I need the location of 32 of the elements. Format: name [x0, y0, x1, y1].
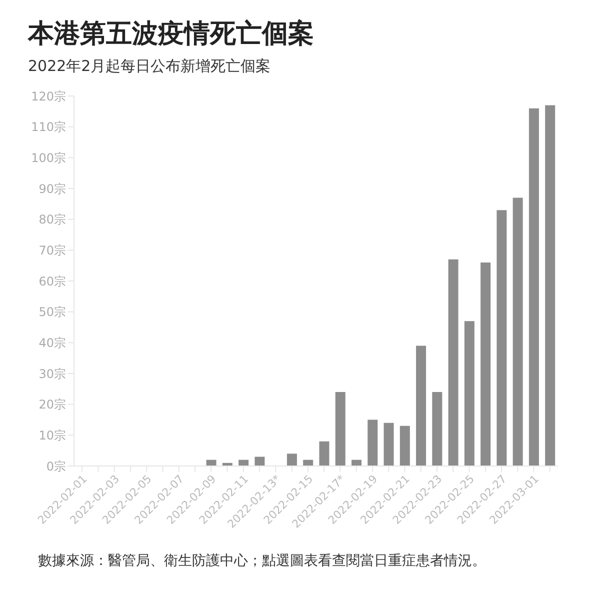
- bar: [496, 210, 507, 466]
- y-tick-label: 30宗: [38, 366, 66, 381]
- y-tick-label: 10宗: [38, 428, 66, 442]
- bar: [464, 321, 474, 466]
- y-tick-label: 80宗: [38, 212, 66, 227]
- bar: [286, 454, 297, 466]
- y-tick-label: 120宗: [31, 89, 66, 104]
- y-tick-label: 50宗: [38, 305, 66, 320]
- chart-title: 本港第五波疫情死亡個案: [28, 18, 315, 51]
- y-tick-label: 0宗: [46, 459, 66, 474]
- bar: [416, 346, 426, 466]
- y-tick-label: 100宗: [31, 150, 66, 165]
- y-tick-label: 20宗: [38, 398, 66, 412]
- bar: [384, 422, 394, 466]
- bar: [400, 426, 410, 466]
- y-tick-label: 60宗: [38, 274, 66, 288]
- bar: [545, 105, 556, 466]
- bar: [319, 441, 330, 466]
- bar: [480, 262, 491, 466]
- chart-subtitle: 2022年2月起每日公布新增死亡個案: [28, 57, 272, 76]
- y-tick-label: 70宗: [38, 243, 66, 258]
- y-tick-label: 90宗: [38, 182, 66, 196]
- text: 數據來源：醫管局、衛生防護中心；點選圖表看查閱當日重症患者情況。: [38, 552, 487, 570]
- bar: [528, 108, 539, 466]
- y-tick-label: 40宗: [38, 336, 66, 350]
- bar: [512, 198, 523, 466]
- bar: [335, 392, 346, 466]
- y-tick-label: 110宗: [31, 120, 66, 134]
- bar: [432, 392, 442, 466]
- bar: [448, 259, 458, 466]
- bar: [368, 420, 378, 466]
- bar: [254, 456, 265, 466]
